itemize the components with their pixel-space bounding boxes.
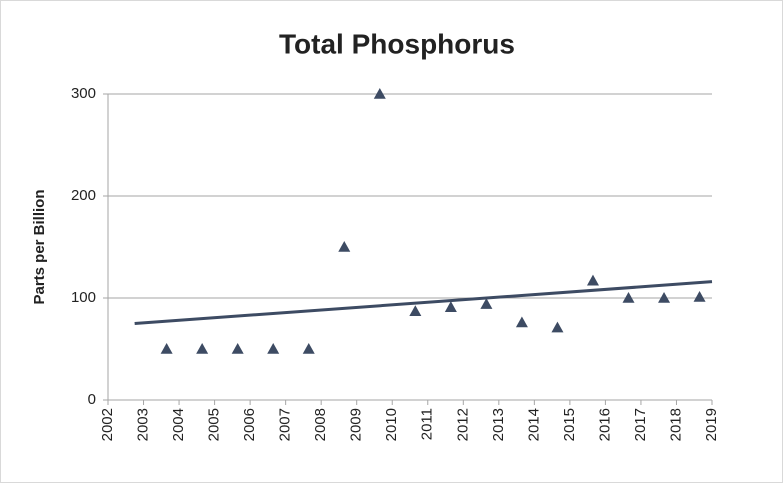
x-tick-label: 2012	[454, 408, 471, 441]
data-point	[515, 316, 528, 328]
x-tick-label: 2015	[561, 408, 578, 441]
y-axis-label: Parts per Billion	[31, 189, 48, 304]
data-point	[658, 292, 671, 303]
data-point	[409, 305, 422, 317]
x-tick-label: 2010	[383, 408, 400, 441]
x-tick-label: 2006	[241, 408, 258, 441]
x-tick-label: 2013	[490, 408, 507, 441]
y-tick-label: 200	[71, 187, 96, 204]
x-tick-label: 2008	[312, 408, 329, 441]
y-tick-label: 300	[71, 85, 96, 102]
data-point	[480, 298, 493, 309]
data-point	[302, 343, 315, 354]
x-tick-label: 2017	[632, 408, 649, 441]
data-point	[267, 343, 280, 354]
x-tick-label: 2014	[525, 408, 542, 441]
x-tick-label: 2002	[99, 408, 116, 441]
x-tick-label: 2003	[134, 408, 151, 441]
trendline	[134, 280, 713, 325]
data-point	[338, 241, 351, 252]
x-tick-label: 2005	[206, 408, 223, 441]
data-point	[586, 274, 599, 286]
y-tick-label: 0	[88, 391, 96, 408]
data-point	[551, 321, 564, 333]
data-point	[231, 343, 244, 354]
data-point	[622, 292, 635, 303]
x-tick-label: 2011	[419, 408, 436, 440]
data-point	[373, 88, 386, 99]
x-tick-label: 2004	[170, 408, 187, 441]
chart-title: Total Phosphorus	[279, 28, 515, 59]
x-tick-label: 2016	[596, 408, 613, 441]
data-point	[693, 290, 706, 302]
x-tick-label: 2018	[667, 408, 684, 441]
data-point	[444, 301, 457, 312]
data-point	[160, 343, 173, 354]
y-tick-label: 100	[71, 289, 96, 306]
data-point	[196, 343, 209, 354]
x-tick-label: 2009	[348, 408, 365, 441]
x-tick-label: 2007	[277, 408, 294, 441]
x-tick-label: 2019	[703, 408, 720, 441]
